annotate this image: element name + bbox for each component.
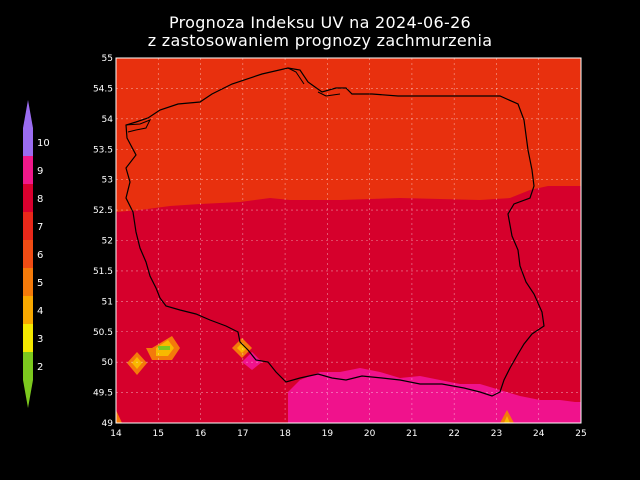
spot-orange-5 [116, 410, 122, 423]
y-tick-label: 52 [102, 237, 113, 247]
x-tick-label: 14 [110, 429, 122, 439]
legend-swatch [23, 156, 33, 184]
legend-label: 10 [37, 138, 50, 149]
legend-label: 5 [37, 278, 43, 289]
legend-label: 3 [37, 334, 43, 345]
legend-swatch [23, 128, 33, 156]
legend-swatch [23, 352, 33, 380]
plot-frame [115, 57, 582, 424]
x-tick-label: 24 [533, 429, 545, 439]
map-title: Prognoza Indeksu UV na 2024-06-26 [168, 13, 472, 32]
legend-arrow-top [23, 100, 33, 128]
uv-legend: 10 9 8 7 6 5 4 3 2 [23, 100, 50, 408]
x-tick-label: 22 [448, 429, 459, 439]
y-tick-label: 52.5 [93, 206, 113, 216]
y-tick-label: 50.5 [93, 328, 113, 338]
legend-label: 2 [37, 362, 43, 373]
legend-arrow-bottom [23, 380, 33, 408]
x-tick-label: 25 [575, 429, 586, 439]
legend-label: 9 [37, 166, 43, 177]
y-tick-label: 50 [102, 358, 114, 368]
legend-swatch [23, 268, 33, 296]
y-tick-label: 49 [102, 419, 114, 429]
legend-label: 4 [37, 306, 43, 317]
uv7-zone [116, 58, 581, 212]
y-tick-label: 55 [102, 54, 113, 64]
x-tick-label: 19 [322, 429, 334, 439]
legend-label: 6 [37, 250, 43, 261]
legend-label: 7 [37, 222, 43, 233]
legend-swatch [23, 240, 33, 268]
x-axis-ticks: 14 15 16 17 18 19 20 21 22 23 24 25 [110, 429, 586, 439]
legend-swatch [23, 212, 33, 240]
y-tick-label: 54 [102, 115, 114, 125]
legend-swatch [23, 324, 33, 352]
y-tick-label: 51 [102, 297, 113, 307]
spot-yellow-3 [237, 343, 247, 353]
legend-label: 8 [37, 194, 43, 205]
legend-swatch [23, 184, 33, 212]
x-tick-label: 15 [153, 429, 164, 439]
y-tick-label: 53 [102, 176, 113, 186]
x-tick-label: 21 [406, 429, 417, 439]
map-subtitle: z zastosowaniem prognozy zachmurzenia [147, 31, 493, 50]
grid [116, 58, 581, 423]
legend-swatch [23, 296, 33, 324]
uv9-zone [288, 368, 581, 423]
x-tick-label: 20 [364, 429, 376, 439]
x-tick-label: 23 [491, 429, 502, 439]
spot-yellow-4 [504, 416, 510, 423]
y-axis-ticks: 55 54.5 54 53.5 53 52.5 52 51.5 51 50.5 50 49.5 49 [93, 54, 113, 429]
spot-pink-3 [242, 352, 262, 370]
y-tick-label: 51.5 [93, 267, 113, 277]
poland-border [125, 67, 545, 397]
x-tick-label: 17 [237, 429, 248, 439]
y-tick-label: 54.5 [93, 84, 113, 94]
x-tick-label: 18 [279, 429, 291, 439]
y-tick-label: 49.5 [93, 389, 113, 399]
spot-green-2 [158, 346, 170, 350]
x-tick-label: 16 [195, 429, 207, 439]
spot-yellow-1 [132, 357, 142, 369]
y-tick-label: 53.5 [93, 145, 113, 155]
